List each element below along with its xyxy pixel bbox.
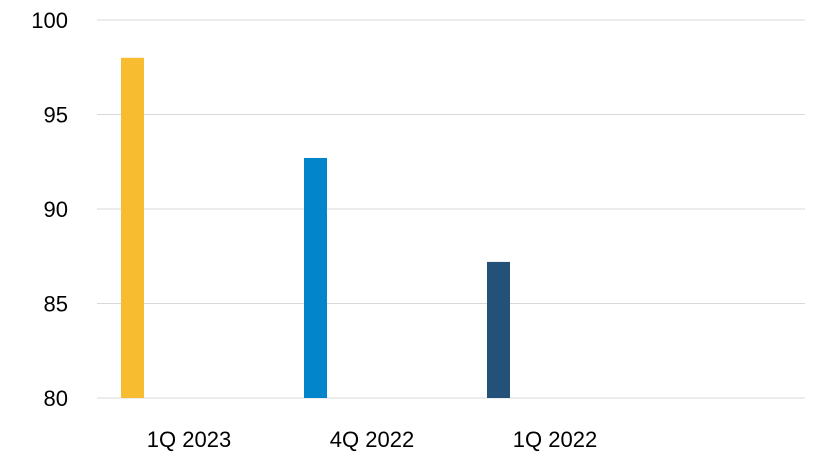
gridlines bbox=[97, 19, 805, 399]
y-axis-tick-labels: 80 85 90 95 100 bbox=[31, 8, 68, 411]
bar-4q-2022 bbox=[304, 157, 327, 398]
bars bbox=[121, 57, 510, 399]
y-tick-label: 85 bbox=[44, 292, 68, 317]
bar-1q-2022 bbox=[487, 261, 510, 398]
y-tick-label: 95 bbox=[44, 103, 68, 128]
bar-1q-2023 bbox=[121, 57, 144, 399]
y-tick-label: 100 bbox=[31, 8, 68, 33]
y-tick-label: 90 bbox=[44, 197, 68, 222]
x-axis-tick-labels: 1Q 2023 4Q 2022 1Q 2022 bbox=[147, 427, 597, 452]
x-tick-label: 4Q 2022 bbox=[330, 427, 414, 452]
y-tick-label: 80 bbox=[44, 386, 68, 411]
x-tick-label: 1Q 2022 bbox=[513, 427, 597, 452]
x-tick-label: 1Q 2023 bbox=[147, 427, 231, 452]
